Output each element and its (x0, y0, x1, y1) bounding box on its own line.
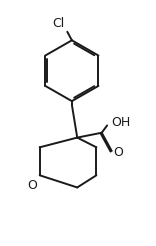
Text: Cl: Cl (52, 17, 64, 30)
Text: O: O (113, 146, 123, 159)
Text: O: O (27, 179, 37, 192)
Text: OH: OH (112, 117, 131, 129)
